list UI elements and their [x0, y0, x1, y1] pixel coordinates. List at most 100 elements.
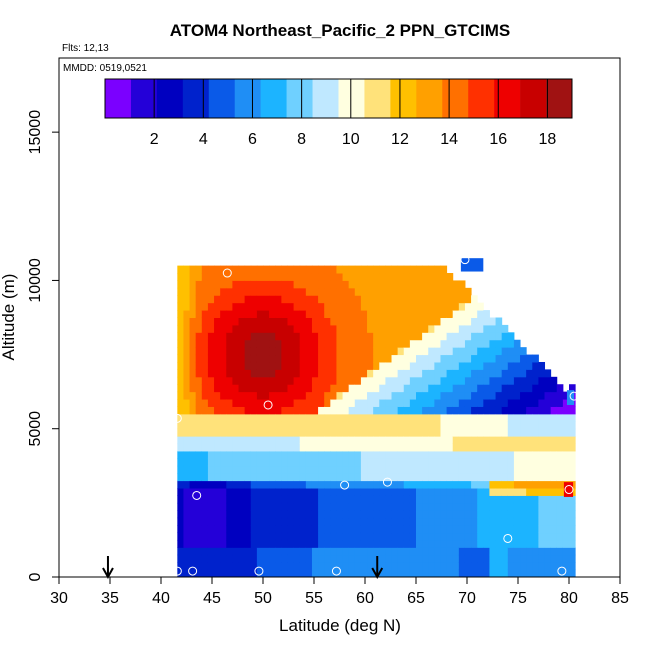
heatmap-cell [244, 339, 252, 348]
heatmap-cell [409, 428, 417, 437]
heatmap-cell [263, 473, 270, 482]
heatmap-cell [440, 317, 448, 326]
heatmap-cell [324, 310, 331, 318]
heatmap-cell [311, 539, 319, 548]
heatmap-cell [311, 547, 319, 556]
x-tick-label: 80 [560, 590, 578, 607]
heatmap-cell [354, 539, 362, 548]
heatmap-cell [232, 347, 240, 356]
heatmap-cell [446, 502, 454, 511]
heatmap-cell [232, 361, 240, 370]
heatmap-cell [281, 302, 288, 311]
heatmap-cell [330, 428, 337, 437]
heatmap-cell [311, 347, 319, 356]
heatmap-cell [507, 339, 515, 348]
heatmap-cell [293, 354, 301, 363]
heatmap-cell [520, 532, 527, 541]
heatmap-cell [489, 413, 497, 422]
heatmap-cell [416, 332, 423, 341]
colorbar-swatch [234, 79, 261, 118]
sample-point [331, 566, 341, 576]
heatmap-cell [311, 458, 319, 467]
heatmap-cell [330, 361, 337, 370]
x-axis-label: Latitude (deg N) [279, 616, 401, 635]
heatmap-cell [556, 547, 564, 556]
heatmap-cell [263, 332, 270, 341]
heatmap-cell [452, 391, 460, 400]
heatmap-cell [244, 317, 252, 326]
heatmap-cell [324, 495, 331, 504]
heatmap-cell [195, 554, 203, 563]
heatmap-cell [324, 532, 331, 541]
heatmap-cell [183, 443, 191, 452]
heatmap-cell [342, 525, 350, 534]
heatmap-cell [391, 302, 399, 311]
heatmap-cell [556, 458, 564, 467]
heatmap-cell [311, 554, 319, 563]
heatmap-cell [569, 517, 576, 526]
y-tick-label: 5000 [27, 411, 44, 447]
heatmap-cell [434, 569, 441, 578]
heatmap-cell [318, 273, 325, 281]
sample-point [263, 400, 273, 410]
heatmap-cell [293, 399, 301, 407]
heatmap-cell [348, 273, 356, 281]
heatmap-cell [520, 510, 527, 519]
heatmap-cell [348, 495, 356, 504]
heatmap-cell [220, 510, 227, 519]
sample-point [254, 566, 264, 576]
heatmap-cell [244, 532, 252, 541]
heatmap-cell [532, 547, 539, 556]
heatmap-cell [520, 376, 527, 385]
heatmap-cell [360, 302, 368, 311]
heatmap-cell [330, 265, 337, 274]
heatmap-cell [214, 547, 221, 556]
heatmap-cell [569, 547, 576, 556]
heatmap-cell [464, 443, 472, 452]
heatmap-cell [416, 450, 423, 459]
heatmap-cell [464, 302, 472, 311]
heatmap-cell [526, 510, 533, 519]
heatmap-cell [526, 562, 533, 571]
heatmap-cell [440, 339, 448, 348]
heatmap-cell [250, 488, 258, 496]
heatmap-cell [354, 317, 362, 326]
heatmap-cell [305, 310, 313, 318]
heatmap-cell [391, 421, 399, 430]
heatmap-cell [305, 421, 313, 430]
heatmap-cell [318, 450, 325, 459]
heatmap-cell [385, 428, 393, 437]
heatmap-cell [293, 532, 301, 541]
heatmap-cell [281, 332, 288, 341]
heatmap-cell [422, 488, 429, 496]
heatmap-cell [207, 547, 215, 556]
heatmap-cell [232, 480, 240, 489]
heatmap-cell [305, 436, 313, 445]
heatmap-cell [397, 384, 405, 393]
heatmap-cell [311, 413, 319, 422]
heatmap-cell [460, 258, 484, 272]
heatmap-cell [507, 354, 515, 363]
heatmap-cell [348, 458, 356, 467]
heatmap-cell [409, 354, 417, 363]
heatmap-cell [513, 376, 521, 385]
heatmap-cell [544, 436, 552, 445]
heatmap-cell [207, 391, 215, 400]
heatmap-cell [256, 421, 264, 430]
heatmap-cell [177, 539, 184, 548]
heatmap-cell [287, 376, 295, 385]
heatmap-cell [232, 265, 240, 274]
heatmap-cell [385, 391, 393, 400]
heatmap-cell [220, 287, 227, 296]
heatmap-cell [330, 495, 337, 504]
heatmap-cell [379, 332, 386, 341]
heatmap-cell [520, 450, 527, 459]
heatmap-cell [513, 562, 521, 571]
heatmap-cell [471, 547, 478, 556]
heatmap-cell [232, 406, 240, 415]
heatmap-cell [373, 295, 380, 304]
heatmap-cell [409, 265, 417, 274]
heatmap-cell [360, 369, 368, 378]
heatmap-cell [563, 482, 574, 497]
heatmap-cell [489, 554, 497, 563]
